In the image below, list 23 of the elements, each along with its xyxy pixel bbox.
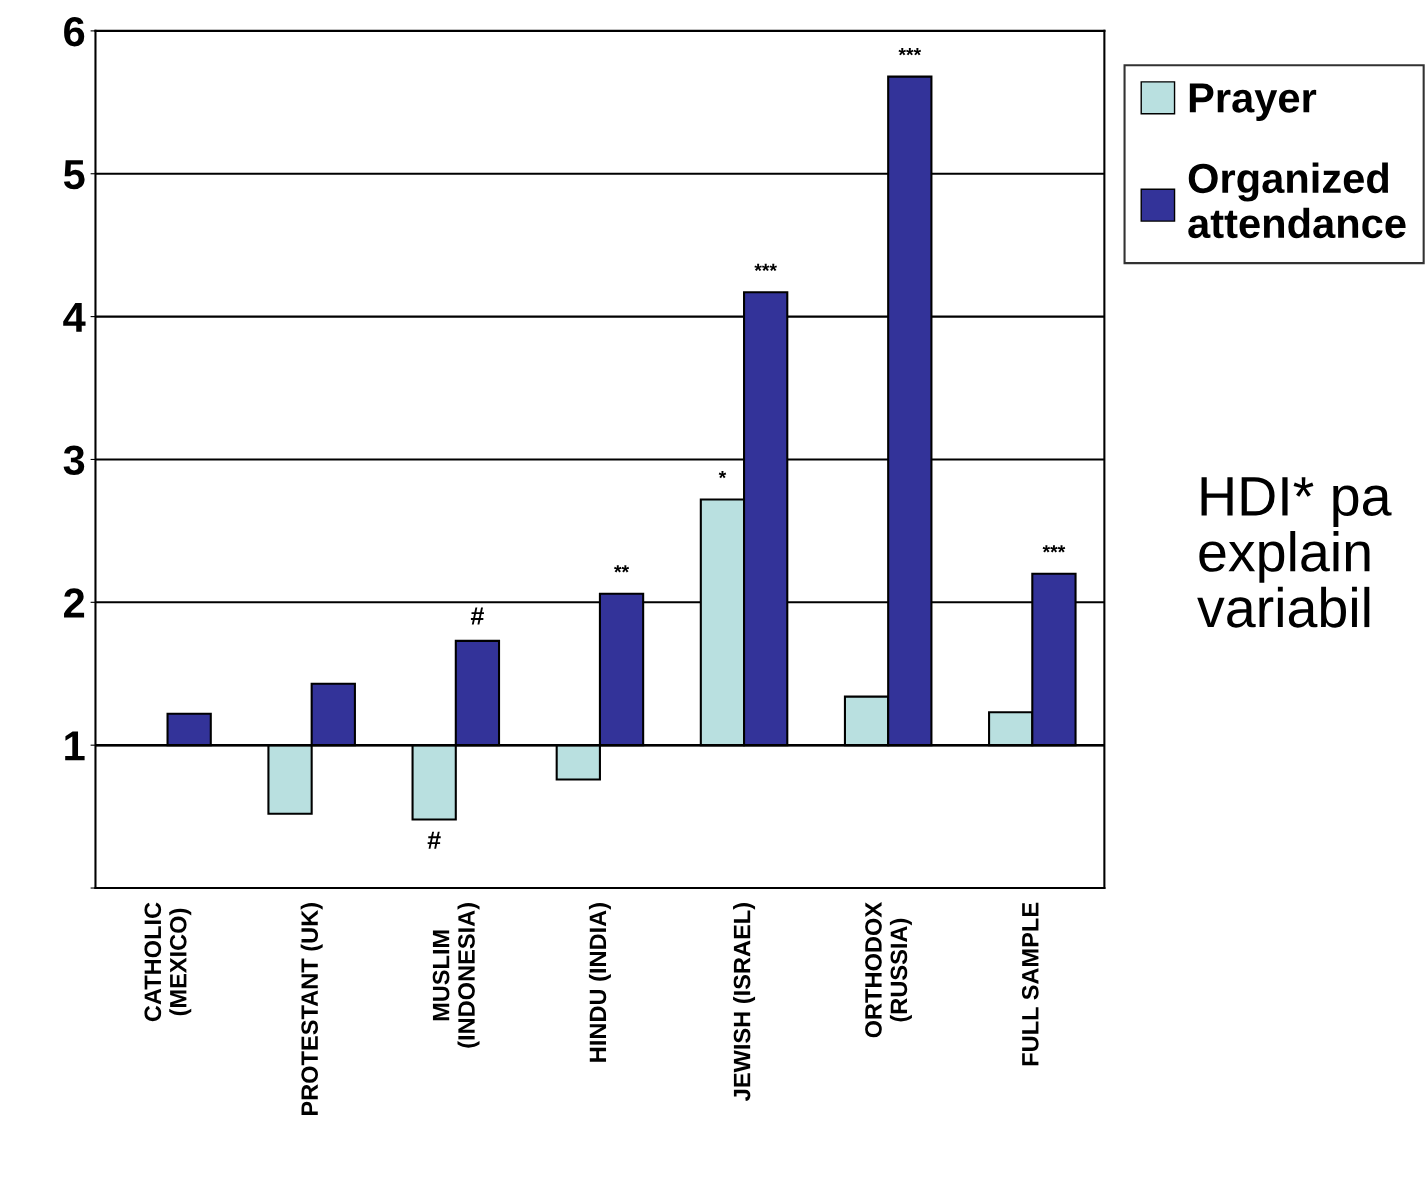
annotation: # (427, 831, 441, 849)
legend-label: Prayer (1189, 83, 1317, 121)
y-tick-label: 5 (63, 160, 85, 190)
y-tick-label: 2 (64, 588, 85, 618)
annotation: *** (898, 48, 922, 56)
annotation: ** (614, 565, 630, 573)
annotation: *** (1042, 545, 1066, 553)
x-tick-label: PROTESTANT (UK) (300, 903, 323, 1116)
x-tick-label: ORTHODOX (RUSSIA) (865, 902, 912, 1038)
y-tick-label: 1 (65, 731, 85, 761)
y-tick-label: 4 (63, 303, 86, 332)
annotation: *** (754, 263, 777, 272)
x-tick-label: HINDU (INDIA) (588, 903, 611, 1062)
text: HDI* pa explain variabil (1197, 477, 1392, 628)
x-tick-label: MUSLIM (INDONESIA) (432, 903, 480, 1048)
annotation: # (470, 607, 484, 625)
y-tick-label: 6 (64, 16, 85, 47)
legend-label: Organized attendance (1188, 162, 1406, 239)
annotation: * (718, 470, 727, 479)
x-tick-label: FULL SAMPLE (1021, 902, 1039, 1066)
y-tick-label: 3 (63, 445, 85, 476)
x-tick-label: CATHOLIC (MEXICO) (144, 902, 192, 1022)
x-tick-label: JEWISH (ISRAEL) (733, 903, 756, 1101)
